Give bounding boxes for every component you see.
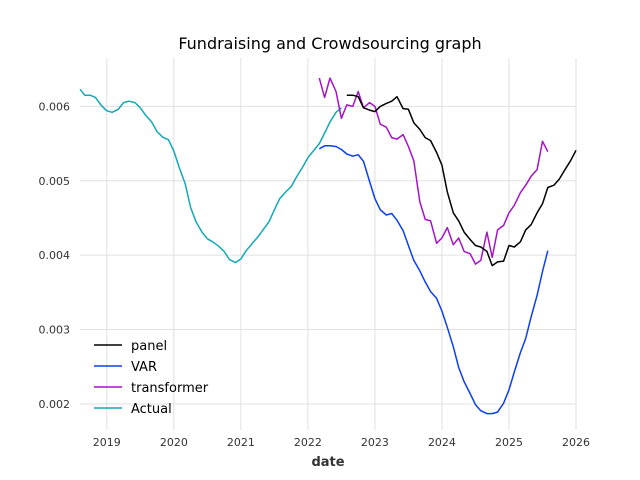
y-tick-label: 0.006 — [39, 100, 71, 113]
x-tick-label: 2021 — [227, 436, 255, 449]
series-line-panel — [346, 94, 577, 267]
chart-title: Fundraising and Crowdsourcing graph — [178, 34, 481, 53]
x-tick-label: 2020 — [160, 436, 188, 449]
legend-label: transformer — [131, 381, 209, 396]
y-tick-label: 0.003 — [39, 324, 71, 337]
x-tick-label: 2026 — [562, 436, 590, 449]
legend-label: panel — [131, 339, 167, 354]
legend-label: VAR — [131, 360, 157, 375]
x-tick-label: 2023 — [361, 436, 389, 449]
legend-label: Actual — [131, 402, 172, 417]
series-line-transformer — [318, 77, 549, 265]
y-axis-ticks: 0.002 0.003 0.004 0.005 0.006 — [39, 100, 71, 411]
x-axis-ticks: 2019 2020 2021 2022 2023 2024 2025 2026 — [93, 436, 590, 449]
grid — [80, 58, 577, 430]
x-axis-label: date — [311, 455, 344, 470]
x-tick-label: 2019 — [93, 436, 121, 449]
y-tick-label: 0.004 — [39, 249, 71, 262]
y-tick-label: 0.005 — [39, 175, 71, 188]
y-tick-label: 0.002 — [39, 398, 71, 411]
x-tick-label: 2022 — [294, 436, 322, 449]
x-tick-label: 2025 — [495, 436, 523, 449]
x-tick-label: 2024 — [428, 436, 456, 449]
legend: panel VAR transformer Actual — [94, 339, 209, 417]
series-lines — [79, 77, 577, 415]
series-line-actual — [79, 88, 342, 264]
series-line-var — [318, 145, 549, 415]
